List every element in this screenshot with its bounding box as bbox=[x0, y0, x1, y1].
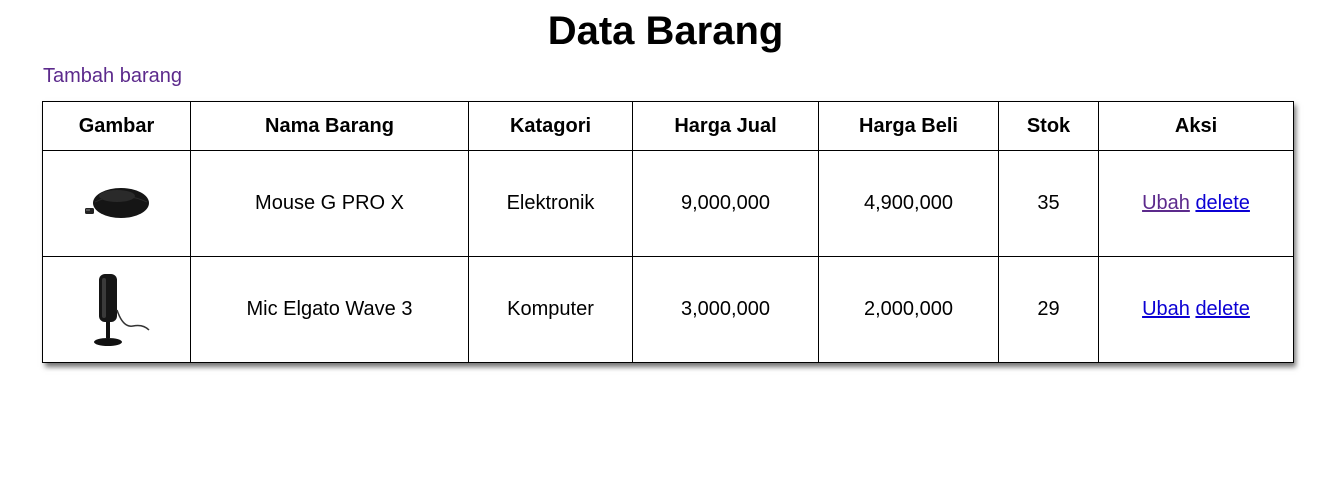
actions-cell: Ubah delete bbox=[1098, 256, 1294, 363]
item-buy-price: 4,900,000 bbox=[818, 150, 999, 257]
column-header-sell-price: Harga Jual bbox=[632, 101, 819, 151]
column-header-buy-price: Harga Beli bbox=[818, 101, 999, 151]
column-header-name: Nama Barang bbox=[190, 101, 469, 151]
edit-link[interactable]: Ubah bbox=[1142, 298, 1190, 320]
column-header-stock: Stok bbox=[998, 101, 1099, 151]
item-name: Mic Elgato Wave 3 bbox=[190, 256, 469, 363]
image-cell bbox=[42, 150, 191, 257]
items-table-container: Gambar Nama Barang Katagori Harga Jual H… bbox=[42, 101, 1294, 363]
items-table: Gambar Nama Barang Katagori Harga Jual H… bbox=[42, 101, 1294, 363]
delete-link[interactable]: delete bbox=[1195, 298, 1250, 320]
column-header-actions: Aksi bbox=[1098, 101, 1294, 151]
mouse-image bbox=[84, 187, 149, 218]
column-header-category: Katagori bbox=[468, 101, 633, 151]
microphone-image bbox=[93, 273, 150, 346]
item-stock: 35 bbox=[998, 150, 1099, 257]
item-sell-price: 9,000,000 bbox=[632, 150, 819, 257]
add-item-link[interactable]: Tambah barang bbox=[43, 65, 182, 87]
item-stock: 29 bbox=[998, 256, 1099, 363]
actions-cell: Ubah delete bbox=[1098, 150, 1294, 257]
item-buy-price: 2,000,000 bbox=[818, 256, 999, 363]
item-sell-price: 3,000,000 bbox=[632, 256, 819, 363]
page-title: Data Barang bbox=[547, 9, 784, 53]
table-header-row: Gambar Nama Barang Katagori Harga Jual H… bbox=[42, 101, 1294, 151]
delete-link[interactable]: delete bbox=[1195, 192, 1250, 214]
column-header-image: Gambar bbox=[42, 101, 191, 151]
item-name: Mouse G PRO X bbox=[190, 150, 469, 257]
item-category: Komputer bbox=[468, 256, 633, 363]
table-row: Mic Elgato Wave 3 Komputer 3,000,000 2,0… bbox=[42, 256, 1294, 363]
table-row: Mouse G PRO X Elektronik 9,000,000 4,900… bbox=[42, 150, 1294, 257]
image-cell bbox=[42, 256, 191, 363]
edit-link[interactable]: Ubah bbox=[1142, 192, 1190, 214]
item-category: Elektronik bbox=[468, 150, 633, 257]
